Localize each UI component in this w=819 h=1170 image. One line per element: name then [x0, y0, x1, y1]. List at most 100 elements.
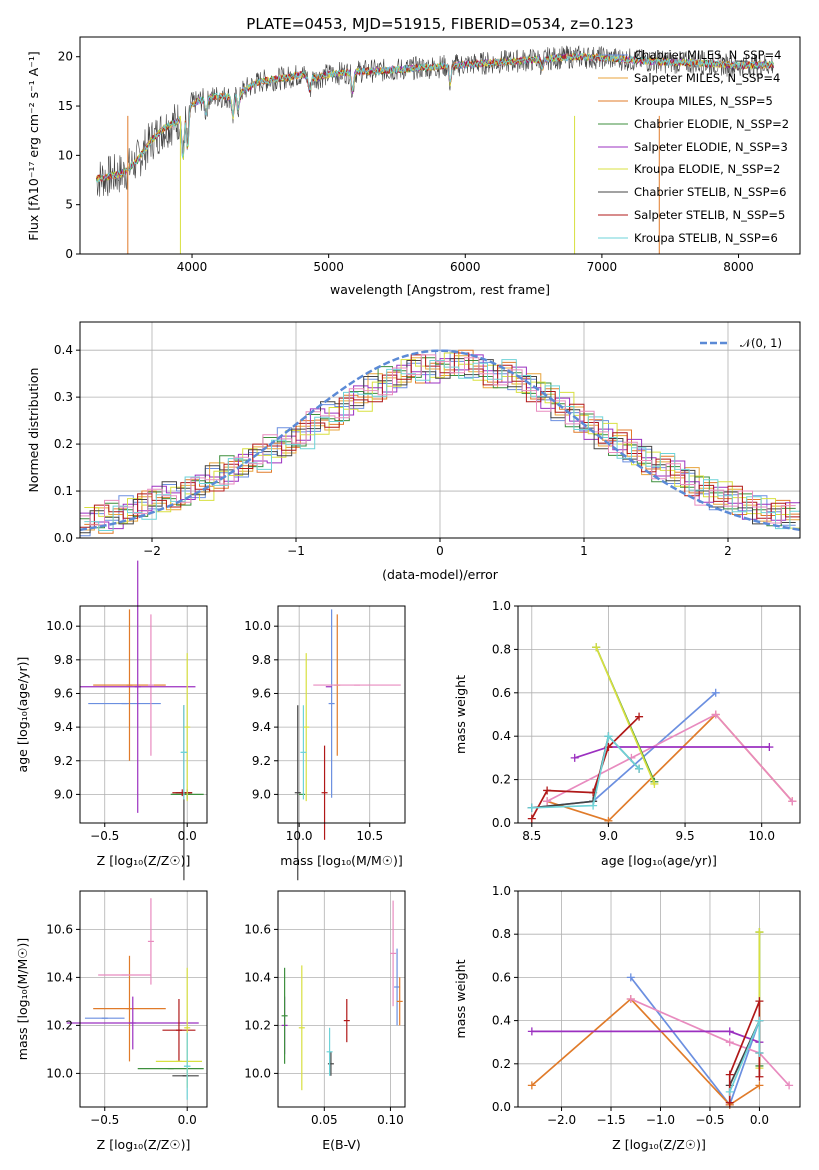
legend-item: Salpeter ELODIE, N_SSP=3 — [598, 140, 788, 154]
gaussian-curve — [79, 349, 801, 532]
data-point — [527, 803, 536, 812]
series-line — [546, 713, 793, 822]
y-tick-label: 0.8 — [492, 642, 511, 656]
y-tick-label: 10.0 — [244, 1066, 271, 1080]
y-tick-label: 9.6 — [54, 686, 73, 700]
x-tick-label: −1.0 — [646, 1113, 675, 1127]
data-point — [755, 928, 764, 937]
panel-frame — [517, 890, 801, 1108]
x-tick-label: 2 — [724, 544, 732, 558]
data-point — [755, 1081, 764, 1090]
data-point — [711, 710, 720, 719]
data-point — [604, 732, 613, 741]
data-point — [725, 1070, 734, 1079]
x-tick-label: 8.5 — [522, 829, 541, 843]
data-point — [543, 797, 552, 806]
panel-ylabel: age [log₁₀(age/yr)] — [15, 657, 30, 773]
data-point — [650, 779, 659, 788]
panel-ticks: 10.0 10.5 9.0 9.2 9.4 9.6 9.8 10.0 — [244, 619, 383, 843]
spectrum-xlabel: wavelength [Angstrom, rest frame] — [330, 282, 550, 297]
histogram-xlabel: (data-model)/error — [382, 567, 499, 582]
x-tick-label: 0.10 — [377, 1113, 404, 1127]
legend-label: Salpeter ELODIE, N_SSP=3 — [634, 140, 788, 154]
age-vs-metallicity-panel: −0.5 0.0 9.0 9.2 9.4 9.6 9.8 10.0 Z [log₁₀(Z/Z☉)… — [15, 560, 208, 881]
data-point — [626, 995, 635, 1003]
spectrum-ylabel: Flux [fλ10⁻¹⁷ erg cm⁻² s⁻¹ A⁻¹] — [26, 51, 41, 240]
data-point — [725, 1027, 734, 1036]
series-line — [630, 998, 790, 1086]
histogram-ylabel: Normed distribution — [26, 368, 41, 493]
y-tick-label: 10.2 — [46, 1018, 73, 1032]
data-point — [635, 764, 644, 773]
parameter-panels: −0.5 0.0 9.0 9.2 9.4 9.6 9.8 10.0 Z [log₁₀(Z/Z☉)… — [15, 560, 801, 1152]
x-tick-label: 10.0 — [286, 829, 313, 843]
y-tick-label: 9.4 — [252, 720, 271, 734]
panel-xlabel: Z [log₁₀(Z/Z☉)] — [97, 1137, 191, 1152]
spectrum-ticks: 4000 5000 6000 7000 8000 0 5 10 15 20 — [58, 50, 754, 274]
x-tick-label: −0.5 — [90, 829, 119, 843]
y-tick-label: 0.0 — [54, 531, 73, 545]
y-tick-label: 10.0 — [46, 619, 73, 633]
data-point — [527, 1081, 536, 1090]
x-tick-label: 0.05 — [311, 1113, 338, 1127]
x-tick-label: −0.5 — [695, 1113, 724, 1127]
x-tick-label: −0.5 — [90, 1113, 119, 1127]
y-tick-label: 15 — [58, 99, 73, 113]
x-tick-label: −2 — [143, 544, 161, 558]
panel-ticks: 0.05 0.10 10.0 10.2 10.4 10.6 — [244, 922, 404, 1127]
y-tick-label: 1.0 — [492, 599, 511, 613]
series-line — [546, 713, 793, 803]
legend-label: Kroupa MILES, N_SSP=5 — [634, 94, 773, 108]
panel-ticks: −0.5 0.0 10.0 10.2 10.4 10.6 — [46, 922, 196, 1127]
panel-marks — [281, 900, 403, 1091]
y-tick-label: 0.4 — [54, 343, 73, 357]
x-tick-label: 7000 — [587, 260, 618, 274]
x-tick-label: 9.0 — [599, 829, 618, 843]
spectrum-series-line — [96, 52, 774, 184]
y-tick-label: 0.6 — [492, 686, 511, 700]
panel-xlabel: age [log₁₀(age/yr)] — [601, 853, 717, 868]
x-tick-label: 10.5 — [356, 829, 383, 843]
y-tick-label: 0.6 — [492, 970, 511, 984]
series-line — [531, 734, 640, 809]
legend-item: Kroupa MILES, N_SSP=5 — [598, 94, 773, 108]
panel-xlabel: Z [log₁₀(Z/Z☉)] — [97, 853, 191, 868]
y-tick-label: 10.4 — [46, 970, 73, 984]
y-tick-label: 9.8 — [54, 653, 73, 667]
data-point — [765, 743, 774, 752]
y-tick-label: 10.6 — [46, 922, 73, 936]
y-tick-label: 10.2 — [244, 1018, 271, 1032]
data-point — [755, 1016, 764, 1025]
panel-xlabel: mass [log₁₀(M/M☉)] — [280, 853, 402, 868]
y-tick-label: 1.0 — [492, 884, 511, 898]
x-tick-label: 8000 — [723, 260, 754, 274]
data-point — [755, 1072, 764, 1081]
panel-xlabel: Z [log₁₀(Z/Z☉)] — [612, 1137, 706, 1152]
legend-item: Kroupa STELIB, N_SSP=6 — [598, 231, 778, 245]
mass-weight-vs-age-panel: 8.5 9.0 9.5 10.0 0.0 0.2 0.4 0.6 0.8 1.0 age [log₁… — [453, 599, 801, 868]
legend-label: Salpeter STELIB, N_SSP=5 — [634, 208, 785, 222]
panel-ylabel: mass weight — [453, 675, 468, 754]
data-point — [725, 1038, 734, 1047]
panel-xlabel: E(B-V) — [322, 1137, 361, 1152]
x-tick-label: −1 — [287, 544, 305, 558]
panel-frame — [79, 890, 208, 1108]
histogram-step-line — [84, 352, 800, 529]
panel-frame — [277, 605, 406, 824]
y-tick-label: 9.6 — [252, 686, 271, 700]
data-point — [725, 1098, 734, 1107]
mass-vs-metallicity-panel: −0.5 0.0 10.0 10.2 10.4 10.6 Z [log₁₀(Z/Z☉)] ma… — [15, 890, 208, 1152]
panel-frame — [517, 605, 801, 824]
data-point — [711, 688, 720, 697]
y-tick-label: 0.1 — [54, 484, 73, 498]
series-line — [728, 1020, 761, 1093]
data-point — [635, 712, 644, 721]
data-point — [543, 786, 552, 795]
data-point — [755, 1049, 764, 1057]
spectrum-panel: PLATE=0453, MJD=51915, FIBERID=0534, z=0… — [26, 15, 801, 297]
series-line — [630, 976, 761, 1107]
legend-label: Chabrier MILES, N_SSP=4 — [634, 48, 781, 62]
y-tick-label: 0.8 — [492, 927, 511, 941]
mass-weight-vs-metallicity-panel: −2.0 −1.5 −1.0 −0.5 0.0 0.0 0.2 0.4 0.6 0.8 1.0 Z [… — [453, 884, 801, 1152]
